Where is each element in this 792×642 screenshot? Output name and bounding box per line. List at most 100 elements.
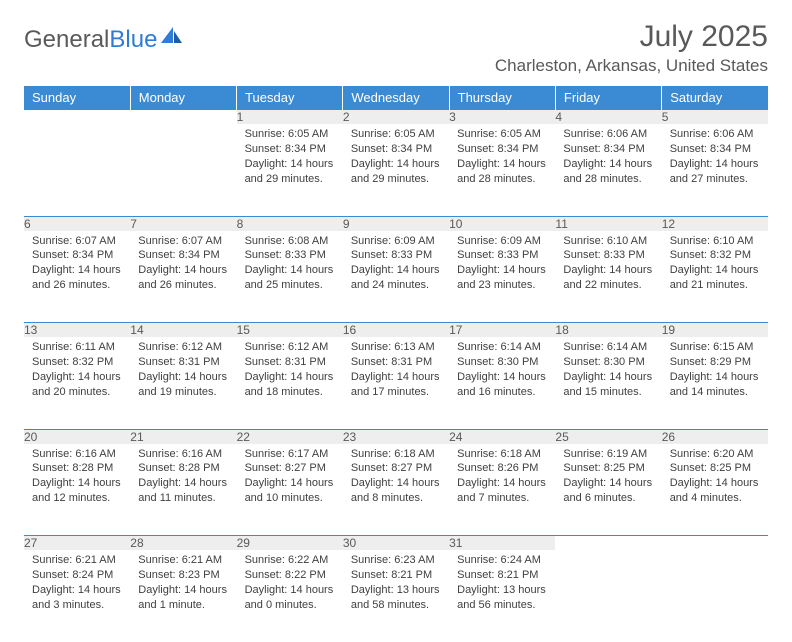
day-cell: Sunrise: 6:24 AMSunset: 8:21 PMDaylight:… <box>449 550 555 642</box>
day-number-cell: 11 <box>555 216 661 231</box>
day-cell: Sunrise: 6:10 AMSunset: 8:32 PMDaylight:… <box>662 231 768 323</box>
day-cell-body: Sunrise: 6:16 AMSunset: 8:28 PMDaylight:… <box>24 444 130 512</box>
day-cell: Sunrise: 6:06 AMSunset: 8:34 PMDaylight:… <box>662 124 768 216</box>
day-number-cell: 8 <box>237 216 343 231</box>
sunrise-line: Sunrise: 6:16 AM <box>138 447 228 462</box>
month-title: July 2025 <box>495 20 768 54</box>
day-cell-body: Sunrise: 6:10 AMSunset: 8:32 PMDaylight:… <box>662 231 768 299</box>
sunrise-line: Sunrise: 6:24 AM <box>457 553 547 568</box>
sunrise-line: Sunrise: 6:12 AM <box>138 340 228 355</box>
sunrise-line: Sunrise: 6:21 AM <box>32 553 122 568</box>
logo-text-blue: Blue <box>109 26 157 53</box>
day-number-cell: 26 <box>662 429 768 444</box>
daylight-line: Daylight: 14 hours and 28 minutes. <box>563 157 653 187</box>
sunset-line: Sunset: 8:34 PM <box>670 142 760 157</box>
day-cell: Sunrise: 6:13 AMSunset: 8:31 PMDaylight:… <box>343 337 449 429</box>
day-number-cell: 16 <box>343 323 449 338</box>
daylight-line: Daylight: 14 hours and 28 minutes. <box>457 157 547 187</box>
day-number-cell: 10 <box>449 216 555 231</box>
sunset-line: Sunset: 8:34 PM <box>245 142 335 157</box>
day-cell-body: Sunrise: 6:21 AMSunset: 8:24 PMDaylight:… <box>24 550 130 618</box>
sunrise-line: Sunrise: 6:09 AM <box>457 234 547 249</box>
sunset-line: Sunset: 8:34 PM <box>563 142 653 157</box>
day-header: Wednesday <box>343 86 449 110</box>
day-cell-body: Sunrise: 6:18 AMSunset: 8:27 PMDaylight:… <box>343 444 449 512</box>
day-cell: Sunrise: 6:18 AMSunset: 8:26 PMDaylight:… <box>449 444 555 536</box>
week-row: Sunrise: 6:11 AMSunset: 8:32 PMDaylight:… <box>24 337 768 429</box>
daylight-line: Daylight: 13 hours and 58 minutes. <box>351 583 441 613</box>
daylight-line: Daylight: 14 hours and 12 minutes. <box>32 476 122 506</box>
daylight-line: Daylight: 14 hours and 21 minutes. <box>670 263 760 293</box>
header: GeneralBlue July 2025 Charleston, Arkans… <box>24 20 768 76</box>
day-cell-body: Sunrise: 6:19 AMSunset: 8:25 PMDaylight:… <box>555 444 661 512</box>
daylight-line: Daylight: 14 hours and 6 minutes. <box>563 476 653 506</box>
daylight-line: Daylight: 14 hours and 0 minutes. <box>245 583 335 613</box>
day-cell-body: Sunrise: 6:17 AMSunset: 8:27 PMDaylight:… <box>237 444 343 512</box>
daynum-row: 13141516171819 <box>24 323 768 338</box>
day-cell-body: Sunrise: 6:20 AMSunset: 8:25 PMDaylight:… <box>662 444 768 512</box>
sunrise-line: Sunrise: 6:12 AM <box>245 340 335 355</box>
sunset-line: Sunset: 8:23 PM <box>138 568 228 583</box>
day-header: Saturday <box>662 86 768 110</box>
daylight-line: Daylight: 14 hours and 25 minutes. <box>245 263 335 293</box>
sunset-line: Sunset: 8:31 PM <box>245 355 335 370</box>
sunrise-line: Sunrise: 6:15 AM <box>670 340 760 355</box>
day-number-cell: 20 <box>24 429 130 444</box>
day-cell <box>662 550 768 642</box>
day-cell: Sunrise: 6:10 AMSunset: 8:33 PMDaylight:… <box>555 231 661 323</box>
day-number-cell: 24 <box>449 429 555 444</box>
sunset-line: Sunset: 8:24 PM <box>32 568 122 583</box>
day-cell: Sunrise: 6:07 AMSunset: 8:34 PMDaylight:… <box>24 231 130 323</box>
daylight-line: Daylight: 14 hours and 24 minutes. <box>351 263 441 293</box>
day-number-cell: 13 <box>24 323 130 338</box>
sunrise-line: Sunrise: 6:07 AM <box>32 234 122 249</box>
sunset-line: Sunset: 8:34 PM <box>32 248 122 263</box>
day-number-cell: 6 <box>24 216 130 231</box>
week-row: Sunrise: 6:05 AMSunset: 8:34 PMDaylight:… <box>24 124 768 216</box>
day-cell: Sunrise: 6:21 AMSunset: 8:24 PMDaylight:… <box>24 550 130 642</box>
day-cell-body: Sunrise: 6:05 AMSunset: 8:34 PMDaylight:… <box>343 124 449 192</box>
day-header: Thursday <box>449 86 555 110</box>
day-cell-body: Sunrise: 6:24 AMSunset: 8:21 PMDaylight:… <box>449 550 555 618</box>
day-number-cell: 31 <box>449 536 555 551</box>
day-cell-body: Sunrise: 6:06 AMSunset: 8:34 PMDaylight:… <box>662 124 768 192</box>
day-cell-body: Sunrise: 6:07 AMSunset: 8:34 PMDaylight:… <box>130 231 236 299</box>
location: Charleston, Arkansas, United States <box>495 56 768 76</box>
daylight-line: Daylight: 14 hours and 10 minutes. <box>245 476 335 506</box>
day-cell <box>555 550 661 642</box>
sunset-line: Sunset: 8:32 PM <box>670 248 760 263</box>
daylight-line: Daylight: 14 hours and 14 minutes. <box>670 370 760 400</box>
daylight-line: Daylight: 14 hours and 29 minutes. <box>245 157 335 187</box>
day-number-cell: 15 <box>237 323 343 338</box>
daylight-line: Daylight: 13 hours and 56 minutes. <box>457 583 547 613</box>
sunrise-line: Sunrise: 6:13 AM <box>351 340 441 355</box>
sunset-line: Sunset: 8:31 PM <box>351 355 441 370</box>
day-cell: Sunrise: 6:09 AMSunset: 8:33 PMDaylight:… <box>449 231 555 323</box>
day-cell: Sunrise: 6:23 AMSunset: 8:21 PMDaylight:… <box>343 550 449 642</box>
day-cell: Sunrise: 6:08 AMSunset: 8:33 PMDaylight:… <box>237 231 343 323</box>
sunset-line: Sunset: 8:33 PM <box>245 248 335 263</box>
day-cell: Sunrise: 6:05 AMSunset: 8:34 PMDaylight:… <box>449 124 555 216</box>
day-cell: Sunrise: 6:16 AMSunset: 8:28 PMDaylight:… <box>130 444 236 536</box>
sunrise-line: Sunrise: 6:17 AM <box>245 447 335 462</box>
daylight-line: Daylight: 14 hours and 18 minutes. <box>245 370 335 400</box>
day-cell-body: Sunrise: 6:12 AMSunset: 8:31 PMDaylight:… <box>130 337 236 405</box>
title-block: July 2025 Charleston, Arkansas, United S… <box>495 20 768 76</box>
sail-icon <box>161 27 183 45</box>
sunset-line: Sunset: 8:27 PM <box>245 461 335 476</box>
day-number-cell: 18 <box>555 323 661 338</box>
daylight-line: Daylight: 14 hours and 29 minutes. <box>351 157 441 187</box>
daylight-line: Daylight: 14 hours and 4 minutes. <box>670 476 760 506</box>
day-number-cell: 23 <box>343 429 449 444</box>
day-cell-body: Sunrise: 6:21 AMSunset: 8:23 PMDaylight:… <box>130 550 236 618</box>
calendar-table: SundayMondayTuesdayWednesdayThursdayFrid… <box>24 86 768 642</box>
day-cell-body: Sunrise: 6:15 AMSunset: 8:29 PMDaylight:… <box>662 337 768 405</box>
daylight-line: Daylight: 14 hours and 3 minutes. <box>32 583 122 613</box>
sunrise-line: Sunrise: 6:10 AM <box>563 234 653 249</box>
day-cell-body: Sunrise: 6:14 AMSunset: 8:30 PMDaylight:… <box>449 337 555 405</box>
sunset-line: Sunset: 8:27 PM <box>351 461 441 476</box>
day-number-cell <box>24 110 130 125</box>
daynum-row: 12345 <box>24 110 768 125</box>
day-cell-body: Sunrise: 6:06 AMSunset: 8:34 PMDaylight:… <box>555 124 661 192</box>
day-number-cell: 5 <box>662 110 768 125</box>
